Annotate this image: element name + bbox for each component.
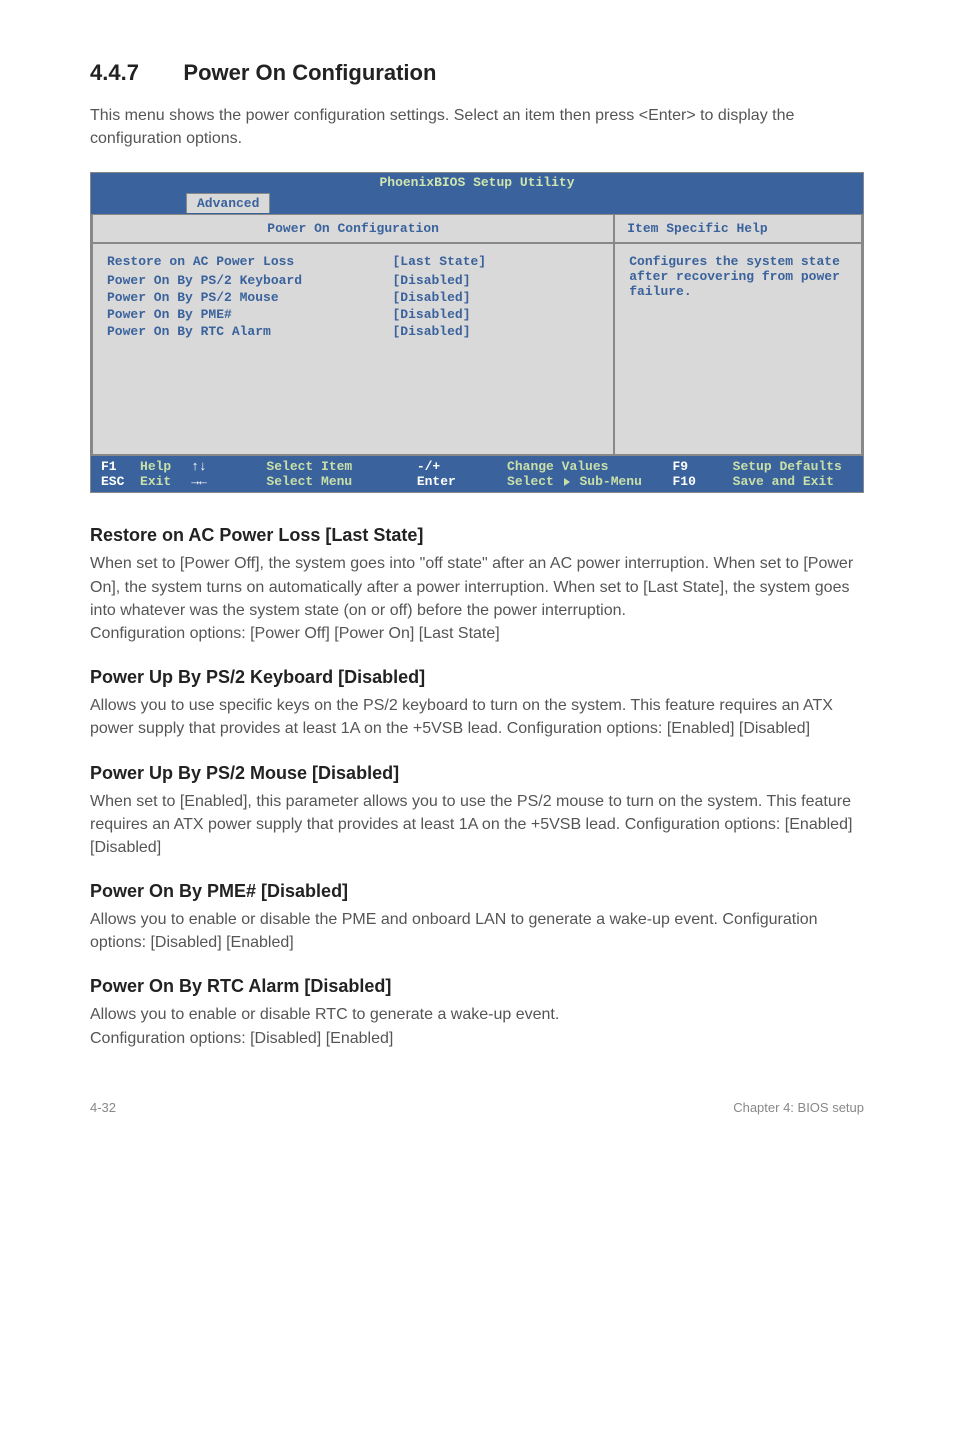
block-body: When set to [Enabled], this parameter al… bbox=[90, 790, 864, 860]
bios-right-header: Item Specific Help bbox=[615, 215, 861, 244]
bios-settings-panel: Restore on AC Power Loss [Last State] Po… bbox=[93, 244, 615, 454]
bios-setting-value: [Disabled] bbox=[392, 324, 599, 339]
block-heading: Power On By PME# [Disabled] bbox=[90, 881, 864, 902]
bios-key-select-item: Select Item bbox=[266, 459, 416, 474]
bios-key-arrows2: →← bbox=[191, 474, 266, 489]
block-heading: Power Up By PS/2 Mouse [Disabled] bbox=[90, 763, 864, 784]
bios-setting-label: Power On By PS/2 Keyboard bbox=[107, 273, 392, 288]
bios-setting-row[interactable]: Restore on AC Power Loss [Last State] bbox=[107, 254, 599, 269]
bios-setting-label: Power On By PME# bbox=[107, 307, 392, 322]
page-footer: 4-32 Chapter 4: BIOS setup bbox=[90, 1100, 864, 1115]
bios-setting-label: Power On By RTC Alarm bbox=[107, 324, 392, 339]
block-body: Allows you to enable or disable the PME … bbox=[90, 908, 864, 954]
bios-setting-value: [Disabled] bbox=[392, 307, 599, 322]
section-heading: 4.4.7 Power On Configuration bbox=[90, 60, 864, 86]
bios-setting-row[interactable]: Power On By PS/2 Keyboard [Disabled] bbox=[107, 273, 599, 288]
bios-key-esc: ESC Exit bbox=[101, 474, 191, 489]
bios-body: Power On Configuration Item Specific Hel… bbox=[91, 214, 863, 456]
block-heading: Power On By RTC Alarm [Disabled] bbox=[90, 976, 864, 997]
bios-key-f10: F10 bbox=[672, 474, 732, 489]
bios-key-select-sub: Select Sub-Menu bbox=[507, 474, 672, 489]
bios-tab-advanced[interactable]: Advanced bbox=[186, 193, 270, 213]
bios-setting-row[interactable]: Power On By RTC Alarm [Disabled] bbox=[107, 324, 599, 339]
block-body: Allows you to enable or disable RTC to g… bbox=[90, 1003, 864, 1049]
bios-screenshot: PhoenixBIOS Setup Utility Advanced Power… bbox=[90, 172, 864, 493]
bios-left-header: Power On Configuration bbox=[93, 215, 615, 244]
bios-key-change-values: Change Values bbox=[507, 459, 672, 474]
bios-setting-row[interactable]: Power On By PME# [Disabled] bbox=[107, 307, 599, 322]
block-body: When set to [Power Off], the system goes… bbox=[90, 552, 864, 645]
bios-footer: F1 Help ↑↓ Select Item -/+ Change Values… bbox=[91, 456, 863, 492]
bios-key-setup-defaults: Setup Defaults bbox=[733, 459, 853, 474]
bios-key-save-exit: Save and Exit bbox=[733, 474, 853, 489]
bios-key-select-menu: Select Menu bbox=[266, 474, 416, 489]
block-heading: Power Up By PS/2 Keyboard [Disabled] bbox=[90, 667, 864, 688]
bios-setting-row[interactable]: Power On By PS/2 Mouse [Disabled] bbox=[107, 290, 599, 305]
page-number: 4-32 bbox=[90, 1100, 116, 1115]
bios-setting-label: Restore on AC Power Loss bbox=[107, 254, 392, 269]
bios-setting-value: [Last State] bbox=[392, 254, 599, 269]
bios-setting-value: [Disabled] bbox=[392, 273, 599, 288]
bios-setting-label: Power On By PS/2 Mouse bbox=[107, 290, 392, 305]
bios-setting-value: [Disabled] bbox=[392, 290, 599, 305]
bios-help-panel: Configures the system state after recove… bbox=[615, 244, 861, 454]
triangle-right-icon bbox=[564, 478, 570, 486]
bios-key-f9: F9 bbox=[672, 459, 732, 474]
intro-text: This menu shows the power configuration … bbox=[90, 104, 864, 150]
chapter-label: Chapter 4: BIOS setup bbox=[733, 1100, 864, 1115]
bios-title: PhoenixBIOS Setup Utility bbox=[91, 173, 863, 192]
block-heading: Restore on AC Power Loss [Last State] bbox=[90, 525, 864, 546]
block-body: Allows you to use specific keys on the P… bbox=[90, 694, 864, 740]
bios-key-f1: F1 Help bbox=[101, 459, 191, 474]
bios-key-minusplus: -/+ bbox=[417, 459, 507, 474]
bios-key-enter: Enter bbox=[417, 474, 507, 489]
bios-key-arrows: ↑↓ bbox=[191, 459, 266, 474]
bios-tab-row: Advanced bbox=[91, 192, 863, 214]
section-title: Power On Configuration bbox=[183, 60, 436, 86]
section-number: 4.4.7 bbox=[90, 60, 139, 86]
